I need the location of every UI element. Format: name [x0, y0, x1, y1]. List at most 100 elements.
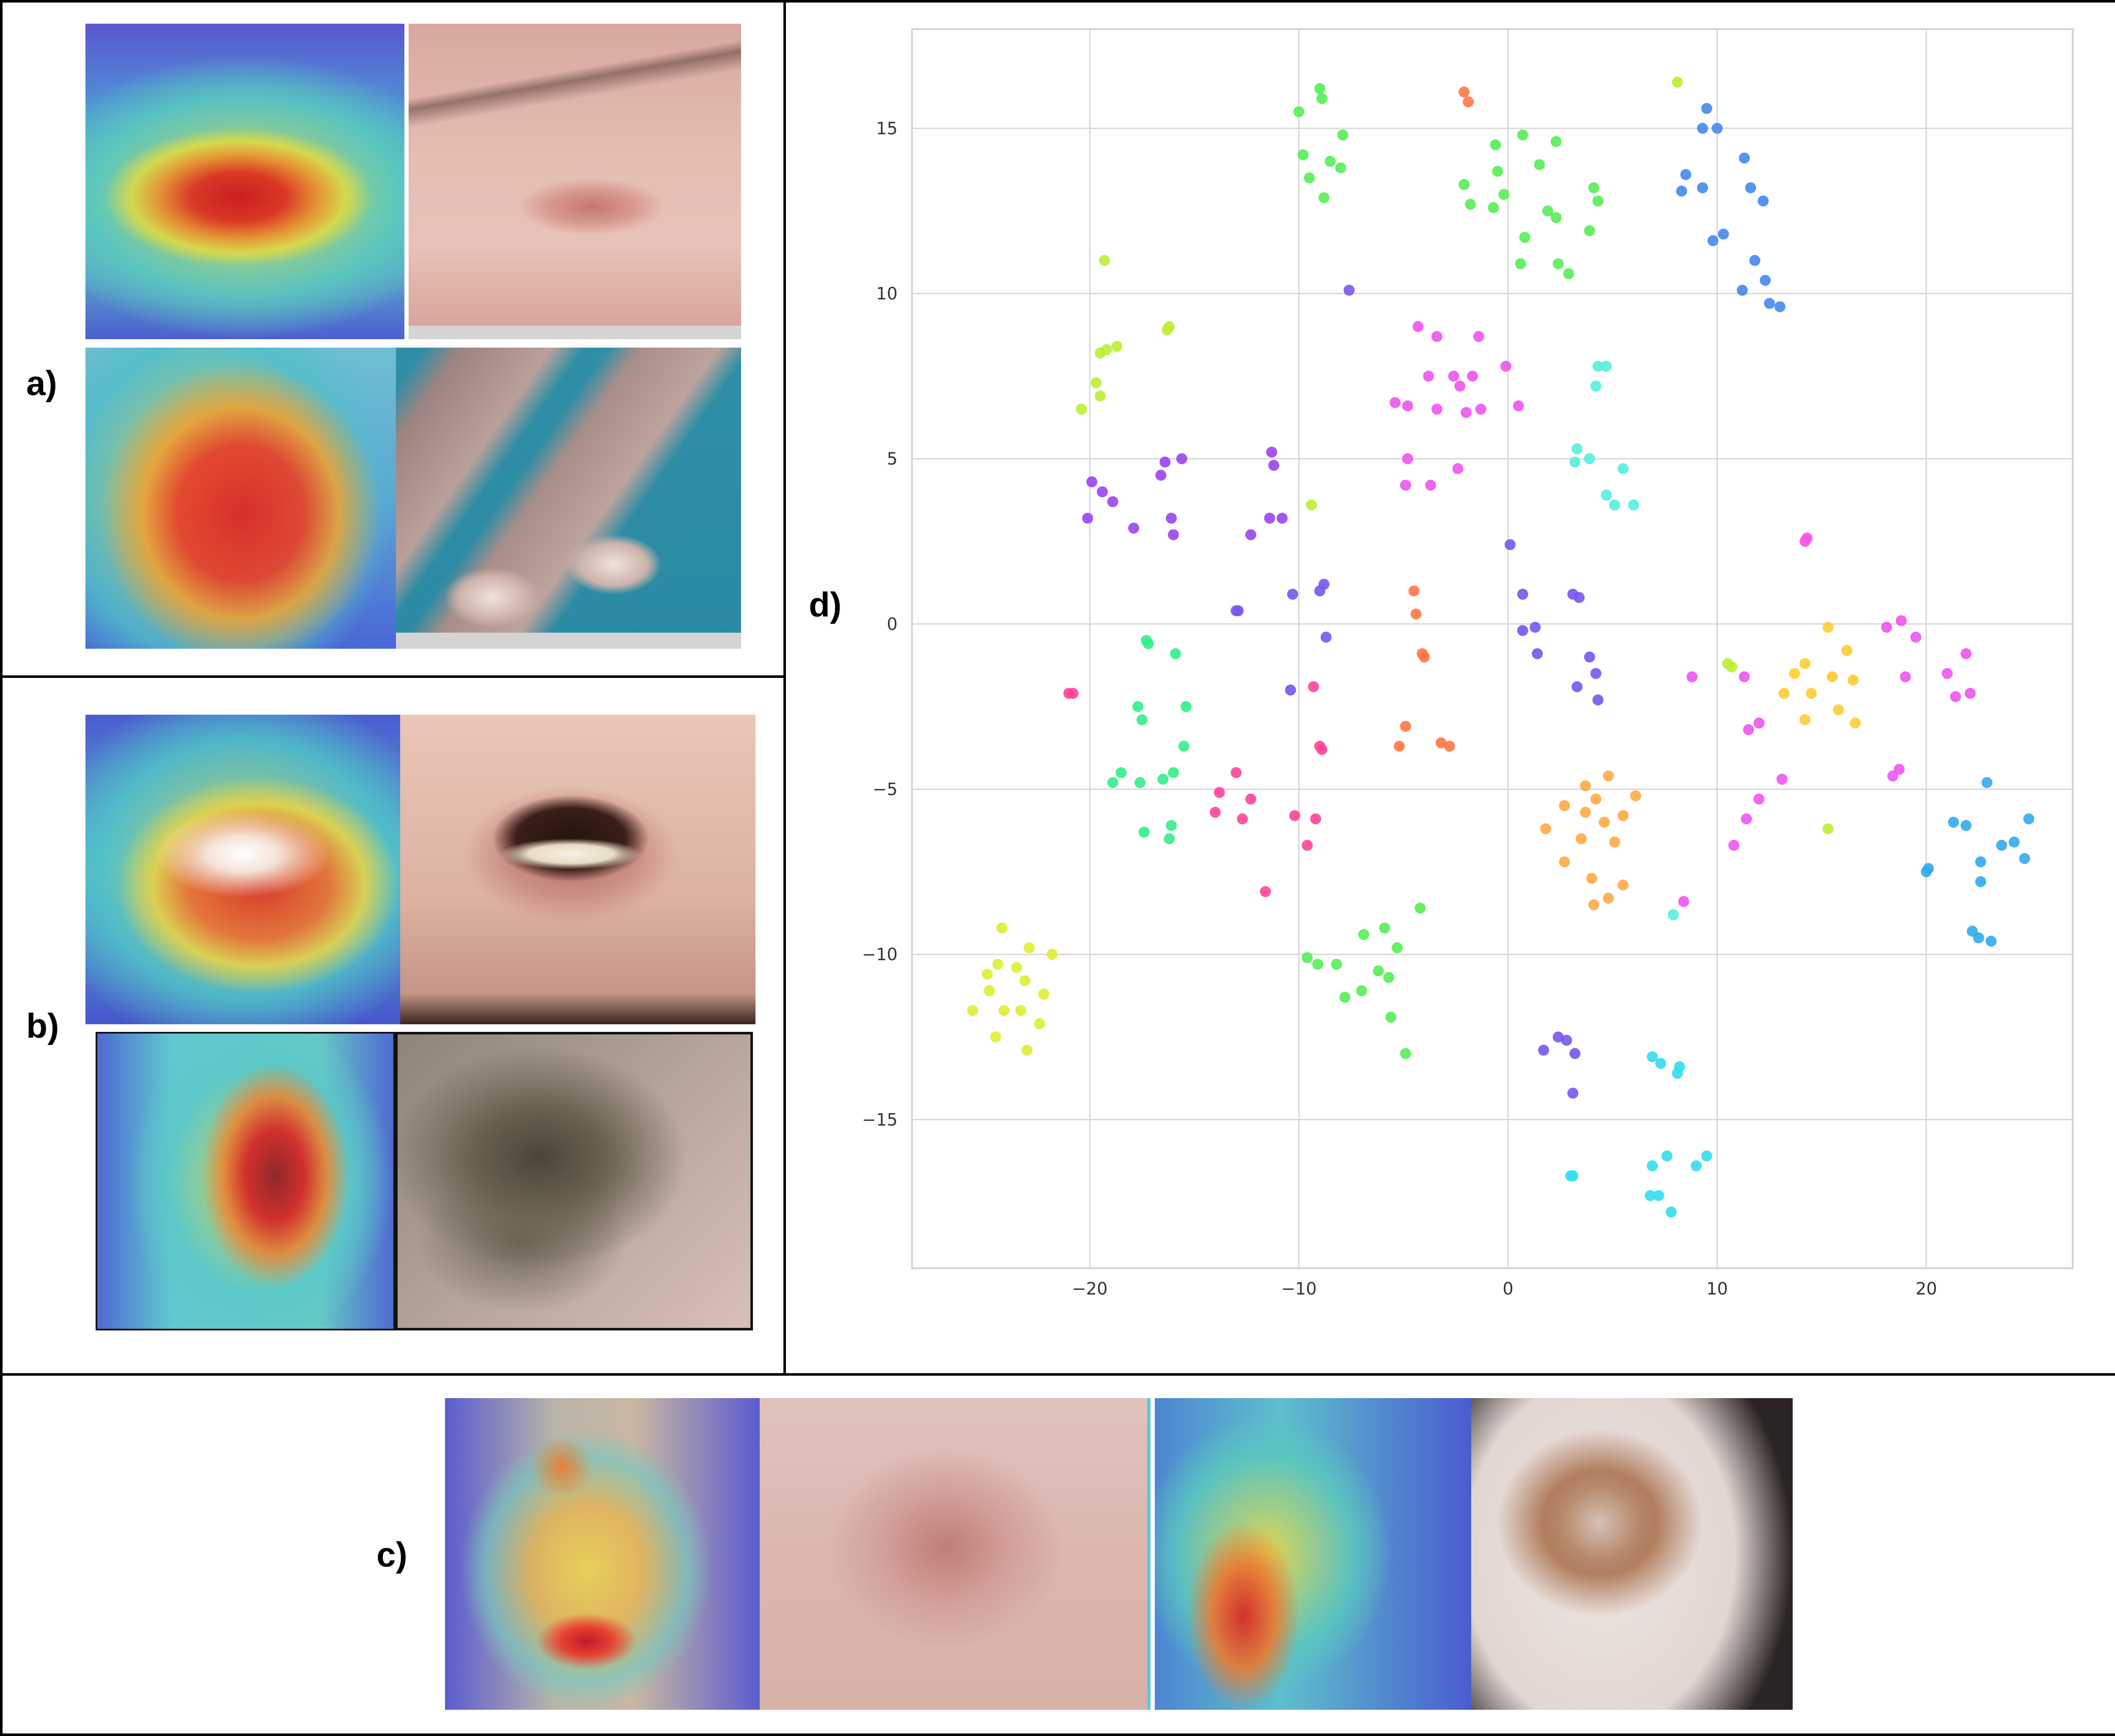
scatter-point	[1435, 737, 1447, 749]
scatter-point	[1588, 899, 1599, 911]
scatter-point	[1517, 625, 1528, 636]
scatter-point	[1540, 823, 1552, 834]
scatter-point	[1559, 856, 1570, 867]
scatter-point	[1827, 671, 1838, 683]
panel-c-label: c)	[376, 1536, 407, 1574]
scatter-point	[1178, 740, 1189, 752]
scatter-point	[1630, 790, 1641, 801]
scatter-point	[1094, 390, 1106, 402]
scatter-point	[1601, 489, 1612, 501]
scatter-point	[1822, 823, 1834, 834]
scatter-point	[1542, 205, 1554, 217]
scatter-point	[1308, 681, 1319, 692]
scatter-point	[1996, 839, 2007, 851]
x-tick-label: 10	[1706, 1279, 1728, 1299]
scatter-point	[1563, 268, 1574, 280]
y-tick-label: −15	[862, 1110, 898, 1130]
scatter-point	[1672, 77, 1683, 88]
scatter-point	[1143, 638, 1154, 650]
scatter-point	[1986, 935, 1997, 947]
scatter-point	[1498, 189, 1510, 200]
scatter-point	[1764, 298, 1775, 309]
scatter-point	[1038, 988, 1049, 1000]
scatter-point	[1517, 589, 1528, 600]
scatter-point	[1580, 806, 1591, 818]
panel-a-finger-photo	[396, 348, 741, 649]
scatter-point	[1268, 460, 1280, 471]
scatter-point	[1584, 453, 1595, 464]
scatter-point	[1728, 839, 1740, 851]
scatter-point	[1739, 671, 1750, 683]
y-tick-label: 15	[876, 119, 898, 138]
scatter-point	[1530, 622, 1541, 633]
panel-b-mouth-photo	[400, 715, 755, 1024]
scatter-point	[1400, 1048, 1411, 1059]
scatter-point	[1849, 717, 1861, 729]
scatter-point	[1753, 793, 1765, 805]
scatter-point	[1618, 463, 1629, 474]
plot-area	[911, 28, 2074, 1269]
scatter-point	[1550, 212, 1562, 223]
scatter-point	[1592, 195, 1604, 207]
scatter-point	[1473, 331, 1484, 342]
scatter-point	[1603, 892, 1614, 904]
scatter-point	[1975, 856, 1986, 867]
scatter-point	[1459, 86, 1470, 98]
scatter-point	[1749, 255, 1761, 266]
scatter-point	[1569, 1048, 1581, 1059]
scatter-point	[1157, 773, 1169, 785]
scatter-point	[1454, 380, 1466, 392]
scatter-point	[1287, 589, 1298, 600]
scatter-point	[1592, 694, 1604, 706]
scatter-point	[1312, 959, 1324, 970]
x-tick-label: 20	[1915, 1279, 1937, 1299]
scatter-point	[1393, 740, 1405, 752]
scatter-point	[1774, 301, 1785, 313]
scatter-point	[1789, 668, 1800, 679]
panel-b-mouth-heatmap	[85, 715, 400, 1024]
scatter-point	[1603, 770, 1614, 782]
scatter-point	[1667, 909, 1679, 920]
scatter-point	[1383, 972, 1395, 983]
scatter-point	[1465, 199, 1476, 210]
panel-a-eye-heatmap	[85, 24, 404, 339]
scatter-point	[1534, 159, 1545, 170]
scatter-point	[1488, 202, 1499, 213]
scatter-point	[1718, 228, 1729, 240]
scatter-point	[1822, 622, 1834, 633]
panel-a-eye-photo-footer	[409, 326, 741, 339]
scatter-point	[1655, 1058, 1667, 1069]
scatter-point	[1492, 165, 1503, 177]
scatter-point	[1574, 592, 1585, 603]
scatter-point	[1138, 826, 1150, 838]
scatter-point	[1245, 793, 1256, 805]
scatter-point	[1519, 232, 1530, 243]
scatter-point	[1609, 836, 1621, 848]
scatter-point	[1168, 529, 1179, 540]
scatter-point	[1697, 123, 1708, 134]
panel-c-right-heatmap	[1155, 1398, 1471, 1710]
scatter-point	[1552, 1031, 1564, 1043]
scatter-point	[1601, 360, 1612, 372]
scatter-point	[1778, 688, 1790, 699]
scatter-point	[1701, 1150, 1712, 1162]
scatter-point	[1316, 93, 1328, 104]
scatter-point	[1760, 274, 1771, 286]
scatter-point	[1653, 1190, 1665, 1201]
scatter-point	[1209, 806, 1221, 818]
scatter-point	[998, 1005, 1010, 1016]
panel-c-left-photo	[760, 1398, 1147, 1710]
scatter-point	[1423, 370, 1434, 382]
scatter-point	[2019, 853, 2030, 864]
scatter-point	[1584, 651, 1595, 663]
scatter-point	[983, 985, 995, 996]
scatter-point	[1324, 156, 1336, 167]
scatter-point	[1590, 793, 1601, 805]
scatter-point	[1082, 513, 1093, 524]
scatter-point	[1847, 675, 1859, 686]
scatter-point	[967, 1005, 978, 1016]
scatter-point	[1661, 1150, 1673, 1162]
scatter-point	[996, 922, 1008, 934]
scatter-point	[1736, 285, 1748, 296]
x-tick-label: 0	[1502, 1279, 1513, 1299]
